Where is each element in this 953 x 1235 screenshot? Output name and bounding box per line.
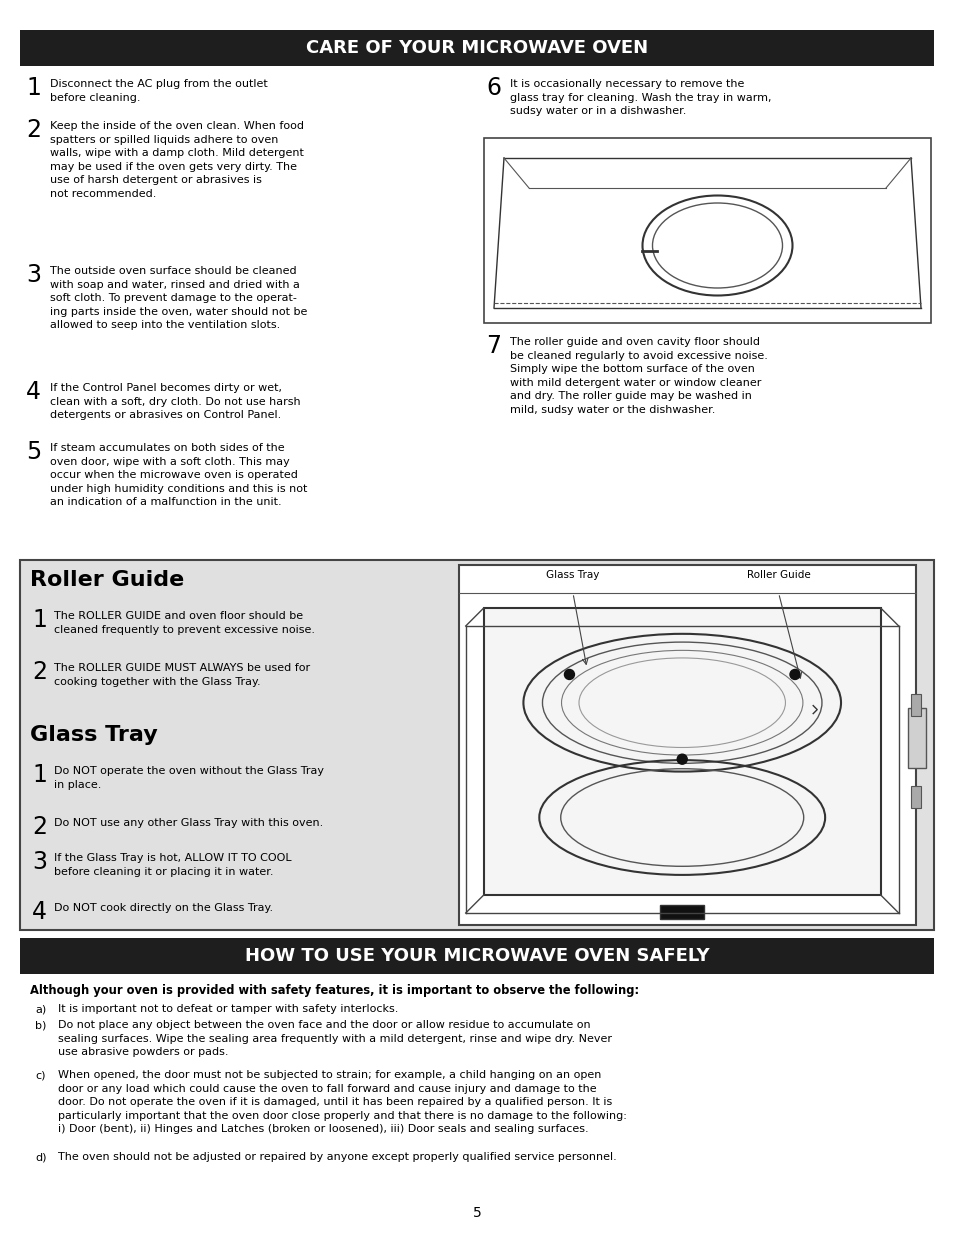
Text: Roller Guide: Roller Guide [30, 571, 184, 590]
Text: 2: 2 [26, 119, 41, 142]
Circle shape [677, 755, 686, 764]
Bar [483, 138, 930, 324]
Text: d): d) [35, 1152, 47, 1162]
Text: 1: 1 [32, 608, 47, 632]
Text: Roller Guide: Roller Guide [746, 571, 810, 580]
Text: Do not place any object between the oven face and the door or allow residue to a: Do not place any object between the oven… [58, 1020, 612, 1057]
Text: b): b) [35, 1020, 47, 1030]
Text: 1: 1 [26, 77, 41, 100]
Text: 6: 6 [485, 77, 500, 100]
Text: It is occasionally necessary to remove the
glass tray for cleaning. Wash the tra: It is occasionally necessary to remove t… [510, 79, 771, 116]
Text: When opened, the door must not be subjected to strain; for example, a child hang: When opened, the door must not be subjec… [58, 1070, 626, 1135]
Text: 3: 3 [32, 850, 47, 874]
Text: c): c) [35, 1070, 46, 1079]
Bar [20, 559, 933, 930]
Text: HOW TO USE YOUR MICROWAVE OVEN SAFELY: HOW TO USE YOUR MICROWAVE OVEN SAFELY [244, 947, 709, 965]
Text: Do NOT operate the oven without the Glass Tray
in place.: Do NOT operate the oven without the Glas… [54, 766, 324, 789]
Text: 5: 5 [26, 440, 41, 464]
Text: The oven should not be adjusted or repaired by anyone except properly qualified : The oven should not be adjusted or repai… [58, 1152, 616, 1162]
Text: It is important not to defeat or tamper with safety interlocks.: It is important not to defeat or tamper … [58, 1004, 398, 1014]
Text: Although your oven is provided with safety features, it is important to observe : Although your oven is provided with safe… [30, 984, 639, 997]
Bar [906, 709, 924, 768]
Text: If the Glass Tray is hot, ALLOW IT TO COOL
before cleaning it or placing it in w: If the Glass Tray is hot, ALLOW IT TO CO… [54, 853, 292, 877]
Text: CARE OF YOUR MICROWAVE OVEN: CARE OF YOUR MICROWAVE OVEN [306, 40, 647, 57]
Text: 5: 5 [472, 1207, 481, 1220]
Text: Do NOT cook directly on the Glass Tray.: Do NOT cook directly on the Glass Tray. [54, 903, 273, 913]
Text: 2: 2 [32, 659, 47, 684]
Text: 3: 3 [26, 263, 41, 287]
Bar [20, 939, 933, 974]
Text: Glass Tray: Glass Tray [30, 725, 157, 745]
Bar [483, 608, 880, 895]
Bar [20, 30, 933, 65]
Text: The ROLLER GUIDE and oven floor should be
cleaned frequently to prevent excessiv: The ROLLER GUIDE and oven floor should b… [54, 611, 314, 635]
Bar [910, 694, 920, 716]
Circle shape [789, 669, 800, 679]
Text: The ROLLER GUIDE MUST ALWAYS be used for
cooking together with the Glass Tray.: The ROLLER GUIDE MUST ALWAYS be used for… [54, 663, 310, 687]
Bar [659, 905, 703, 919]
Bar [910, 785, 920, 808]
Text: a): a) [35, 1004, 46, 1014]
Text: Keep the inside of the oven clean. When food
spatters or spilled liquids adhere : Keep the inside of the oven clean. When … [50, 121, 304, 199]
Text: Disconnect the AC plug from the outlet
before cleaning.: Disconnect the AC plug from the outlet b… [50, 79, 268, 103]
Text: The roller guide and oven cavity floor should
be cleaned regularly to avoid exce: The roller guide and oven cavity floor s… [510, 337, 767, 415]
Text: 1: 1 [32, 763, 47, 787]
Text: The outside oven surface should be cleaned
with soap and water, rinsed and dried: The outside oven surface should be clean… [50, 266, 307, 331]
Bar [458, 564, 915, 925]
Circle shape [564, 669, 574, 679]
Text: If the Control Panel becomes dirty or wet,
clean with a soft, dry cloth. Do not : If the Control Panel becomes dirty or we… [50, 383, 300, 420]
Text: 4: 4 [26, 380, 41, 404]
Text: 4: 4 [32, 900, 47, 924]
Text: 2: 2 [32, 815, 47, 839]
Text: Do NOT use any other Glass Tray with this oven.: Do NOT use any other Glass Tray with thi… [54, 818, 323, 827]
Text: If steam accumulates on both sides of the
oven door, wipe with a soft cloth. Thi: If steam accumulates on both sides of th… [50, 443, 307, 508]
Text: 7: 7 [485, 333, 500, 358]
Text: Glass Tray: Glass Tray [546, 571, 599, 580]
